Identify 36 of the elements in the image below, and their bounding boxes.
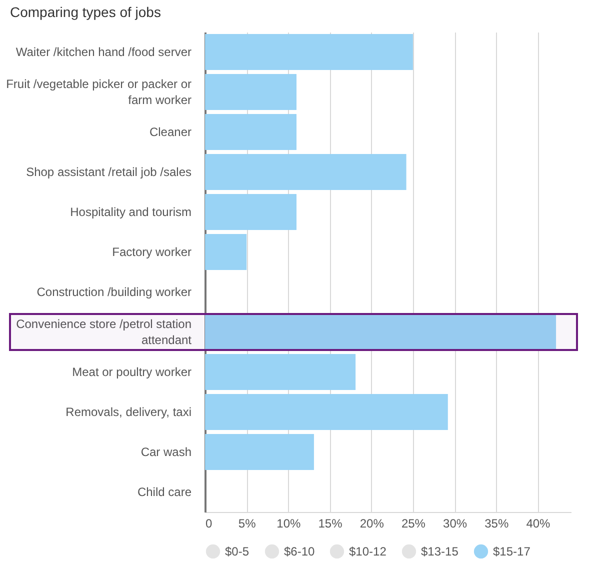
bar [205,34,413,70]
legend-label: $15-17 [493,544,531,558]
x-tick-label: 30% [443,516,468,530]
bar [205,394,448,430]
bar [205,434,314,470]
text: Comparing types of jobs [10,4,161,20]
y-tick-label: Waiter /kitchen hand /food server [16,45,192,59]
y-tick-label: Car wash [140,445,192,459]
legend-label: $0-5 [225,544,250,558]
x-tick-label: 25% [401,516,426,530]
bar [205,234,247,270]
y-tick-label: Child care [137,485,192,499]
x-tick-label: 10% [276,516,302,530]
y-tick-label: Hospitality and tourism [70,205,192,219]
x-tick-label: 15% [318,516,343,530]
bar [205,74,296,110]
x-tick-label: 20% [360,516,384,530]
y-tick-label: Factory worker [112,245,192,259]
x-tick-label: 40% [526,516,551,530]
x-tick-label: 0 [206,516,212,530]
bar [205,194,296,230]
bar [205,354,356,390]
y-tick-label: Convenience store /petrol station attendant [16,317,192,347]
bar [205,154,406,190]
legend-label: $10-12 [349,544,387,558]
y-tick-label: Meat or poultry worker [72,365,192,379]
legend-label: $13-15 [421,544,459,558]
y-tick-label: Fruit /vegetable picker or packer or farm worker [6,77,192,107]
y-tick-label: Shop assistant /retail job /sales [26,165,192,179]
x-tick-label: 5% [238,516,256,530]
legend-label: $6-10 [284,544,316,558]
y-tick-label: Cleaner [149,125,192,139]
y-tick-label: Construction /building worker [36,285,192,299]
y-tick-label: Removals, delivery, taxi [66,405,192,419]
x-tick-label: 35% [484,516,509,530]
bar [205,114,296,150]
